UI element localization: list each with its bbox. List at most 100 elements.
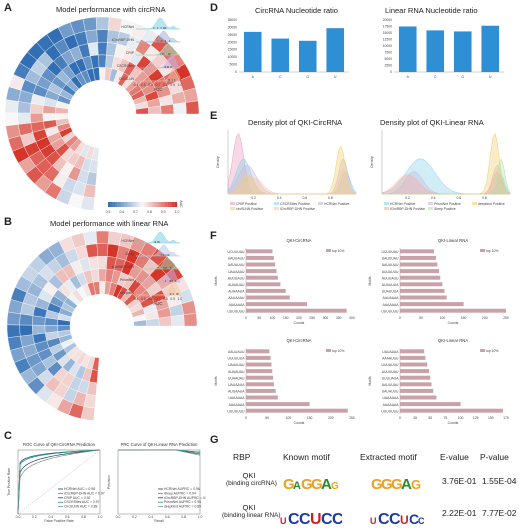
hbar-title: QKI-CircRNA [287,338,312,343]
motif-bar-AAAAAAA [400,302,464,307]
hbar-ylabel: Motifs [368,276,372,285]
svg-text:C: C [378,511,390,526]
legend-swatch [230,207,235,210]
svg-text:C: C [409,511,419,526]
row1-extracted-motif-logo: G G G A G [371,476,421,491]
colorbar-cell [124,202,127,207]
ridge-point [163,254,165,256]
motif-bar-UAAAAAA [400,395,437,400]
colorbar-cell [112,202,115,207]
motif-label: UCUUUAU [228,250,246,254]
bar-A [243,31,262,72]
ridge-xtick: 1.0 [178,297,182,301]
hbar-xtick: 200 [328,416,334,420]
density-ylabel: Density [370,156,374,168]
legend-swatch [318,202,323,205]
xtick-label: G [306,75,309,79]
motif-label: UUUUUUU [381,409,399,413]
ridge-point [174,79,176,81]
hbar-legend-label: top 10% [486,249,498,253]
ridge-point [163,267,165,269]
heatmap-cell [30,112,44,124]
heatmap-cell [4,99,19,114]
row2-rbp: QKI (binding linear RNA) [222,503,281,519]
density-legend-label: iCircRBP-DHN Positive [390,207,425,211]
ridge-point [164,27,166,29]
motif-bar-UAAAUAU [246,362,272,367]
svg-text:G: G [301,476,313,491]
density-legend-label: iDeep Positive [434,207,456,211]
density-ylabel: Density [216,156,220,168]
panel-e-circ-title: Density plot of QKI-CircRNA [248,118,343,127]
motif-label: AUAAAUA [228,290,245,294]
ytick-label: 15000 [228,48,238,52]
colorbar-cell [142,202,145,207]
header-rbp: RBP [233,452,251,462]
heatmap-cell [44,325,58,334]
density-series-0 [381,158,511,195]
ridge-point [157,241,159,243]
bar-U [481,25,500,72]
panel-d-lin-title: Linear RNA Nucleotide ratio [385,6,478,15]
colorbar-cell [174,202,178,207]
legend-label: CircSLNN AUC = 0.88 [64,505,98,509]
hbar-xtick: 0 [399,416,401,420]
hbar-xtick: 0 [245,416,247,420]
xtick-label: A [252,75,255,79]
colorbar-cell [114,202,118,207]
ridge-xtick: 0.6 [148,297,153,301]
hbar-xtick: 350 [336,316,342,320]
svg-text:C: C [321,511,333,526]
row2-evalue: 2.22E-01 [442,508,477,518]
colorbar-cell [147,202,150,207]
panel-d-circ-title: CircRNA Nucleotide ratio [255,6,338,15]
density-legend-label: HCRNet Positive [324,202,350,206]
row2-rbp-name: QKI [242,503,256,512]
row1-rbp-sub: (binding circRNA) [226,480,277,487]
colorbar-label: AUC [179,200,183,208]
ridge-point [160,27,162,29]
hbar-xlabel: Counts [294,321,305,325]
hbar-xtick: 100 [286,416,292,420]
colorbar-cell [151,202,155,207]
colorbar-cell [156,202,159,207]
motif-bar-AUUAAUA [246,388,276,393]
svg-text:C: C [418,516,425,526]
ridge-point [164,66,166,68]
svg-text:A: A [293,480,301,491]
colorbar-cell [126,202,129,207]
header-pvalue: P-value [480,452,509,462]
bar-A [398,26,417,72]
motif-bar-UAUAAAU [246,269,277,274]
colorbar-cell [163,202,166,207]
colorbar-cell [137,202,141,207]
density-xtick: 0.4 [431,196,436,200]
density-xtick: 0.6 [302,196,307,200]
curve-xtick: 0.0 [116,515,121,519]
curve-series-4 [117,449,201,456]
motif-bar-chart-3: QKI-CircRNA UAUUAUU UUUUUUA UAAAUAU AUAAUAU U… [214,338,355,425]
density-xtick: 0.2 [251,196,256,200]
motif-bar-chart-1: QKI-CircRNA UCUUUAU UAUUAUU UAUAUUU UAUAAAU A… [214,238,355,325]
motif-bar-AUUUAUU [400,275,441,280]
panel-b-title: Model performance with linear RNA [50,219,169,228]
curve-xtick: 0.0 [16,515,21,519]
motif-bar-UAAAAAA [246,395,278,400]
heatmap-cell [6,324,21,338]
motif-label: UAAAAAA [382,396,399,400]
colorbar-tick-label: 0.6 [119,210,124,214]
motif-label: UCUUUAU [382,250,400,254]
ridge-xtick: 0.7 [156,83,161,87]
motif-bar-AAAAAAA [400,402,461,407]
ridge-density [136,17,181,30]
colorbar-cell [131,202,134,207]
colorbar-cell [167,202,171,207]
curve-series-3 [17,449,101,515]
colorbar-tick-label: 0.8 [147,210,152,214]
hbar-xtick: 250 [309,316,315,320]
ridge-xlabel: AUC [154,301,163,306]
colorbar-cell [154,202,157,207]
motif-label: AAUAAAA [382,296,399,300]
ridge-point [157,40,159,42]
panel-f-label: F [210,230,217,242]
